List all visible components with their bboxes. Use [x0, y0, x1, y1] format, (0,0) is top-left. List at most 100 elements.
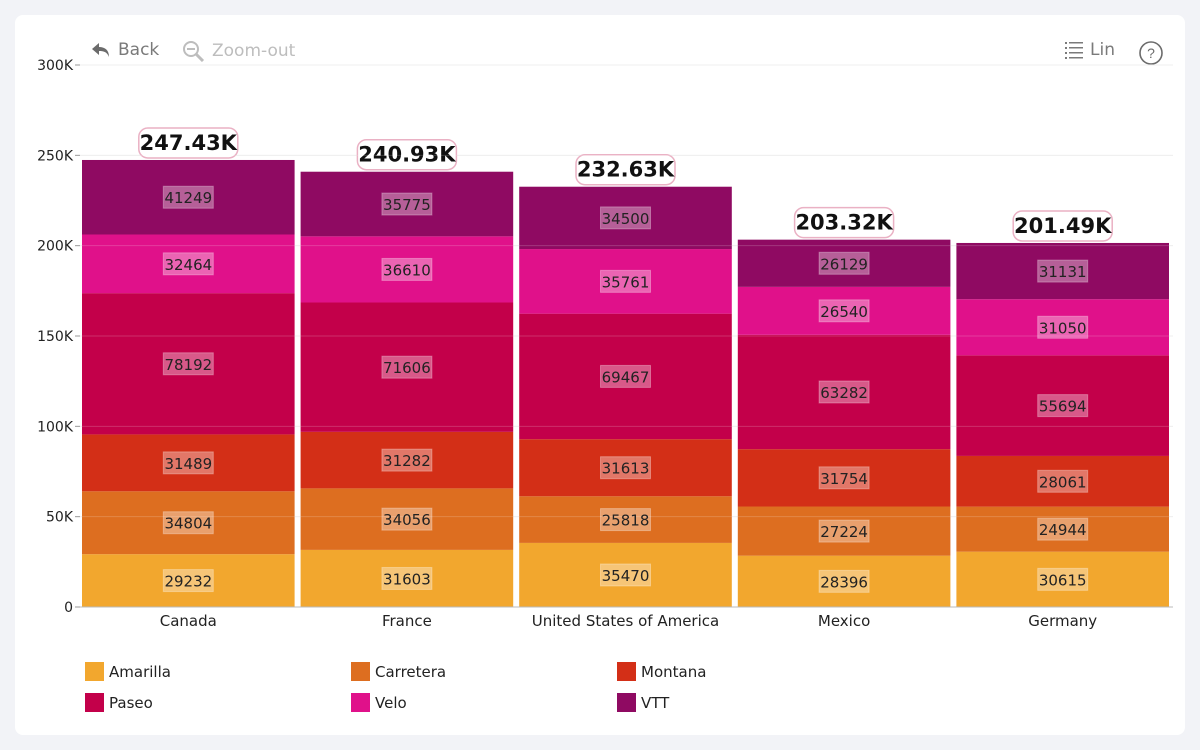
- bar-segment: [82, 159, 295, 235]
- y-tick-label: 300K: [37, 58, 74, 74]
- x-tick-label: Germany: [1028, 612, 1097, 630]
- segment-label-box: [600, 269, 651, 293]
- segment-label: 28061: [1039, 473, 1087, 491]
- zoom-out-icon: [183, 41, 205, 62]
- segment-label-box: [381, 192, 433, 216]
- segment-label: 31489: [164, 455, 212, 473]
- legend-item[interactable]: Velo: [351, 693, 617, 712]
- bar-segment: [300, 236, 514, 303]
- segment-label: 26540: [820, 303, 868, 321]
- segment-label: 31050: [1039, 319, 1087, 337]
- legend-swatch: [617, 693, 636, 712]
- segment-label: 34804: [164, 515, 212, 533]
- legend-label: Montana: [641, 662, 707, 681]
- segment-label: 35775: [383, 196, 431, 214]
- bar-segment: [737, 555, 951, 607]
- legend-swatch: [85, 693, 104, 712]
- segment-label-box: [1037, 567, 1089, 591]
- y-tick-label: 150K: [37, 329, 74, 345]
- total-label: 247.43K: [140, 131, 238, 155]
- bar-segment: [737, 449, 951, 507]
- segment-label-box: [818, 380, 870, 404]
- segment-label-box: [162, 569, 214, 593]
- back-button[interactable]: Back: [90, 40, 159, 60]
- scale-toggle-button[interactable]: Lin: [1064, 40, 1115, 60]
- segment-label: 41249: [164, 189, 212, 207]
- segment-label: 31754: [820, 470, 868, 488]
- segment-label: 31613: [602, 460, 650, 478]
- segment-label-box: [600, 508, 651, 532]
- y-tick-label: 100K: [37, 419, 74, 435]
- bar-segment: [300, 302, 514, 432]
- segment-label: 32464: [164, 256, 212, 274]
- segment-label: 26129: [820, 255, 868, 273]
- bar-segment: [956, 551, 1169, 607]
- bar-segment: [956, 506, 1169, 552]
- segment-label: 55694: [1039, 398, 1087, 416]
- legend-swatch: [351, 693, 370, 712]
- segment-label-box: [818, 251, 870, 275]
- bar-segment: [737, 506, 951, 556]
- bar-segment: [82, 491, 295, 555]
- help-button[interactable]: ?: [1138, 40, 1164, 66]
- bar-segment: [82, 293, 295, 435]
- segment-label: 31282: [383, 452, 431, 470]
- segment-label-box: [600, 364, 651, 388]
- scale-label: Lin: [1090, 40, 1115, 60]
- total-label: 240.93K: [358, 143, 456, 167]
- segment-label: 34500: [602, 210, 650, 228]
- bar-segment: [300, 488, 514, 550]
- legend-swatch: [351, 662, 370, 681]
- zoom-out-label: Zoom-out: [212, 41, 296, 61]
- segment-label: 29232: [164, 573, 212, 591]
- legend-item[interactable]: Amarilla: [85, 662, 351, 681]
- segment-label-box: [600, 456, 651, 480]
- bar-segment: [956, 455, 1169, 507]
- segment-label-box: [162, 511, 214, 535]
- segment-label: 30615: [1039, 571, 1087, 589]
- total-label: 203.32K: [795, 211, 893, 235]
- segment-label: 28396: [820, 573, 868, 591]
- segment-label-box: [381, 566, 433, 590]
- segment-label-box: [162, 352, 214, 376]
- segment-label: 78192: [164, 356, 212, 374]
- bar-segment: [956, 355, 1169, 456]
- segment-label: 63282: [820, 384, 868, 402]
- segment-label-box: [818, 569, 870, 593]
- legend-item[interactable]: Carretera: [351, 662, 617, 681]
- segment-label: 36610: [383, 261, 431, 279]
- legend-item[interactable]: VTT: [617, 693, 817, 712]
- y-tick-label: 200K: [37, 239, 74, 255]
- segment-label-box: [381, 507, 433, 531]
- segment-label-box: [162, 252, 214, 276]
- bar-segment: [300, 549, 514, 607]
- segment-label-box: [1037, 315, 1089, 339]
- segment-label-box: [1037, 259, 1089, 283]
- legend-item[interactable]: Montana: [617, 662, 817, 681]
- y-tick-label: 0: [64, 600, 73, 616]
- legend-label: Amarilla: [109, 662, 171, 681]
- segment-label: 35761: [602, 273, 650, 291]
- segment-label: 24944: [1039, 521, 1087, 539]
- bar-segment: [519, 313, 732, 440]
- help-icon: ?: [1139, 41, 1163, 65]
- legend-swatch: [85, 662, 104, 681]
- segment-label: 31603: [383, 570, 431, 588]
- segment-label: 25818: [602, 512, 650, 530]
- legend: Amarilla Carretera Montana Paseo Velo VTT: [85, 662, 785, 712]
- zoom-out-button[interactable]: Zoom-out: [182, 40, 295, 62]
- undo-arrow-icon: [92, 43, 109, 57]
- total-label-box: [356, 138, 458, 171]
- total-label: 201.49K: [1014, 214, 1112, 238]
- bar-segment: [519, 249, 732, 314]
- segment-label-box: [162, 451, 214, 475]
- bar-segment: [519, 186, 732, 250]
- bar-segment: [519, 439, 732, 497]
- total-label: 232.63K: [577, 158, 675, 182]
- legend-item[interactable]: Paseo: [85, 693, 351, 712]
- bar-segment: [300, 431, 514, 489]
- segment-label-box: [600, 563, 651, 587]
- bar-segment: [737, 286, 951, 335]
- bar-segment: [956, 299, 1169, 356]
